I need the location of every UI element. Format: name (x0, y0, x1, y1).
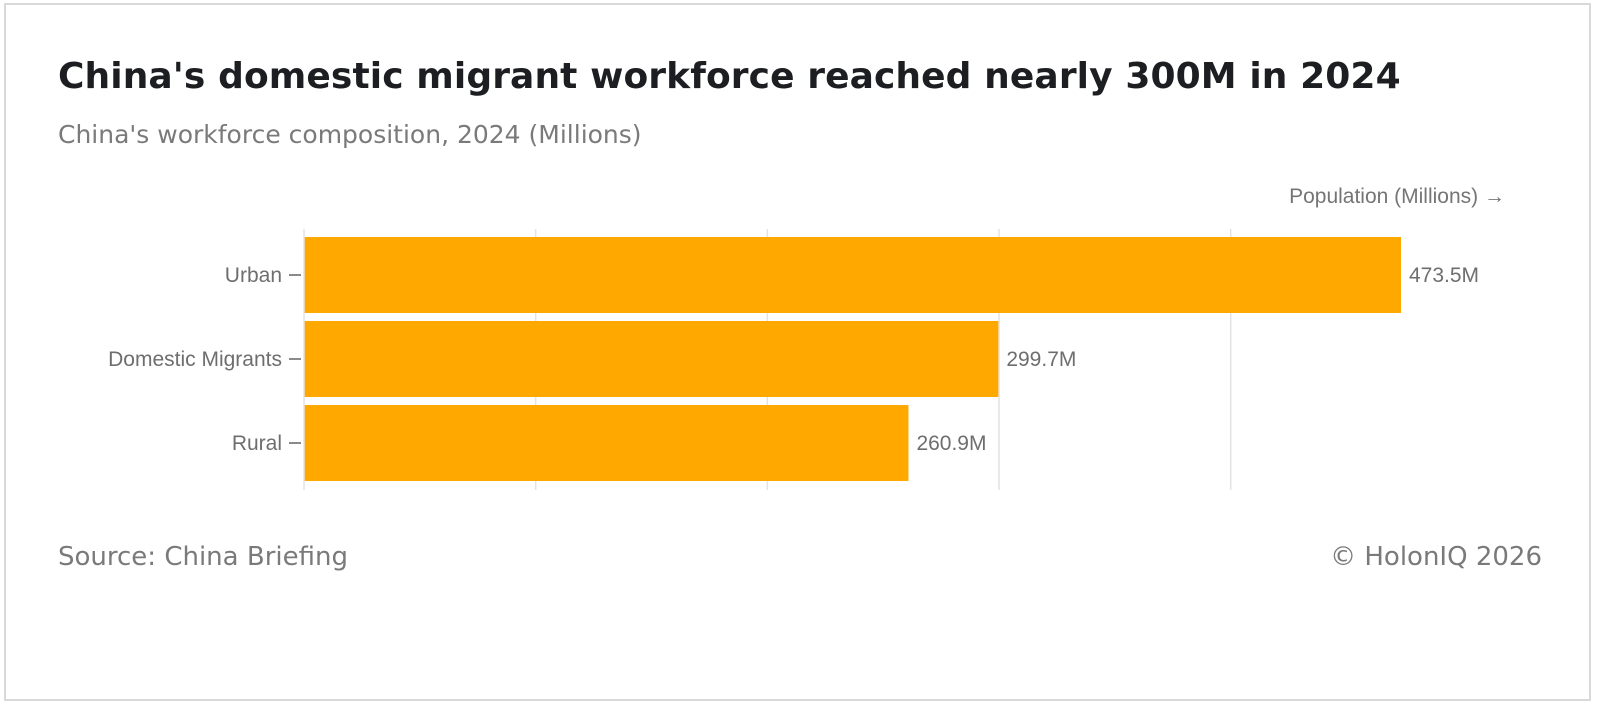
y-axis: Urban Domestic Migrants Rural (108, 229, 305, 490)
bar-rural[interactable] (304, 405, 909, 481)
category-label: Urban (225, 264, 282, 287)
bar-urban[interactable] (304, 237, 1401, 313)
value-label: 260.9M (916, 432, 986, 455)
chart-subtitle: China's workforce composition, 2024 (Mil… (58, 120, 642, 149)
category-label: Domestic Migrants (108, 348, 282, 371)
bars: 473.5M 299.7M 260.9M (304, 237, 1479, 481)
category-label: Rural (232, 432, 282, 455)
bar-domestic-migrants[interactable] (304, 321, 999, 397)
value-label: 473.5M (1409, 264, 1479, 287)
x-axis-title: Population (Millions) → (1289, 185, 1505, 208)
chart-title: China's domestic migrant workforce reach… (58, 56, 1401, 97)
value-label: 299.7M (1006, 348, 1076, 371)
source-note: Source: China Briefing (58, 542, 348, 572)
copyright-note: © HolonIQ 2026 (1330, 542, 1542, 572)
